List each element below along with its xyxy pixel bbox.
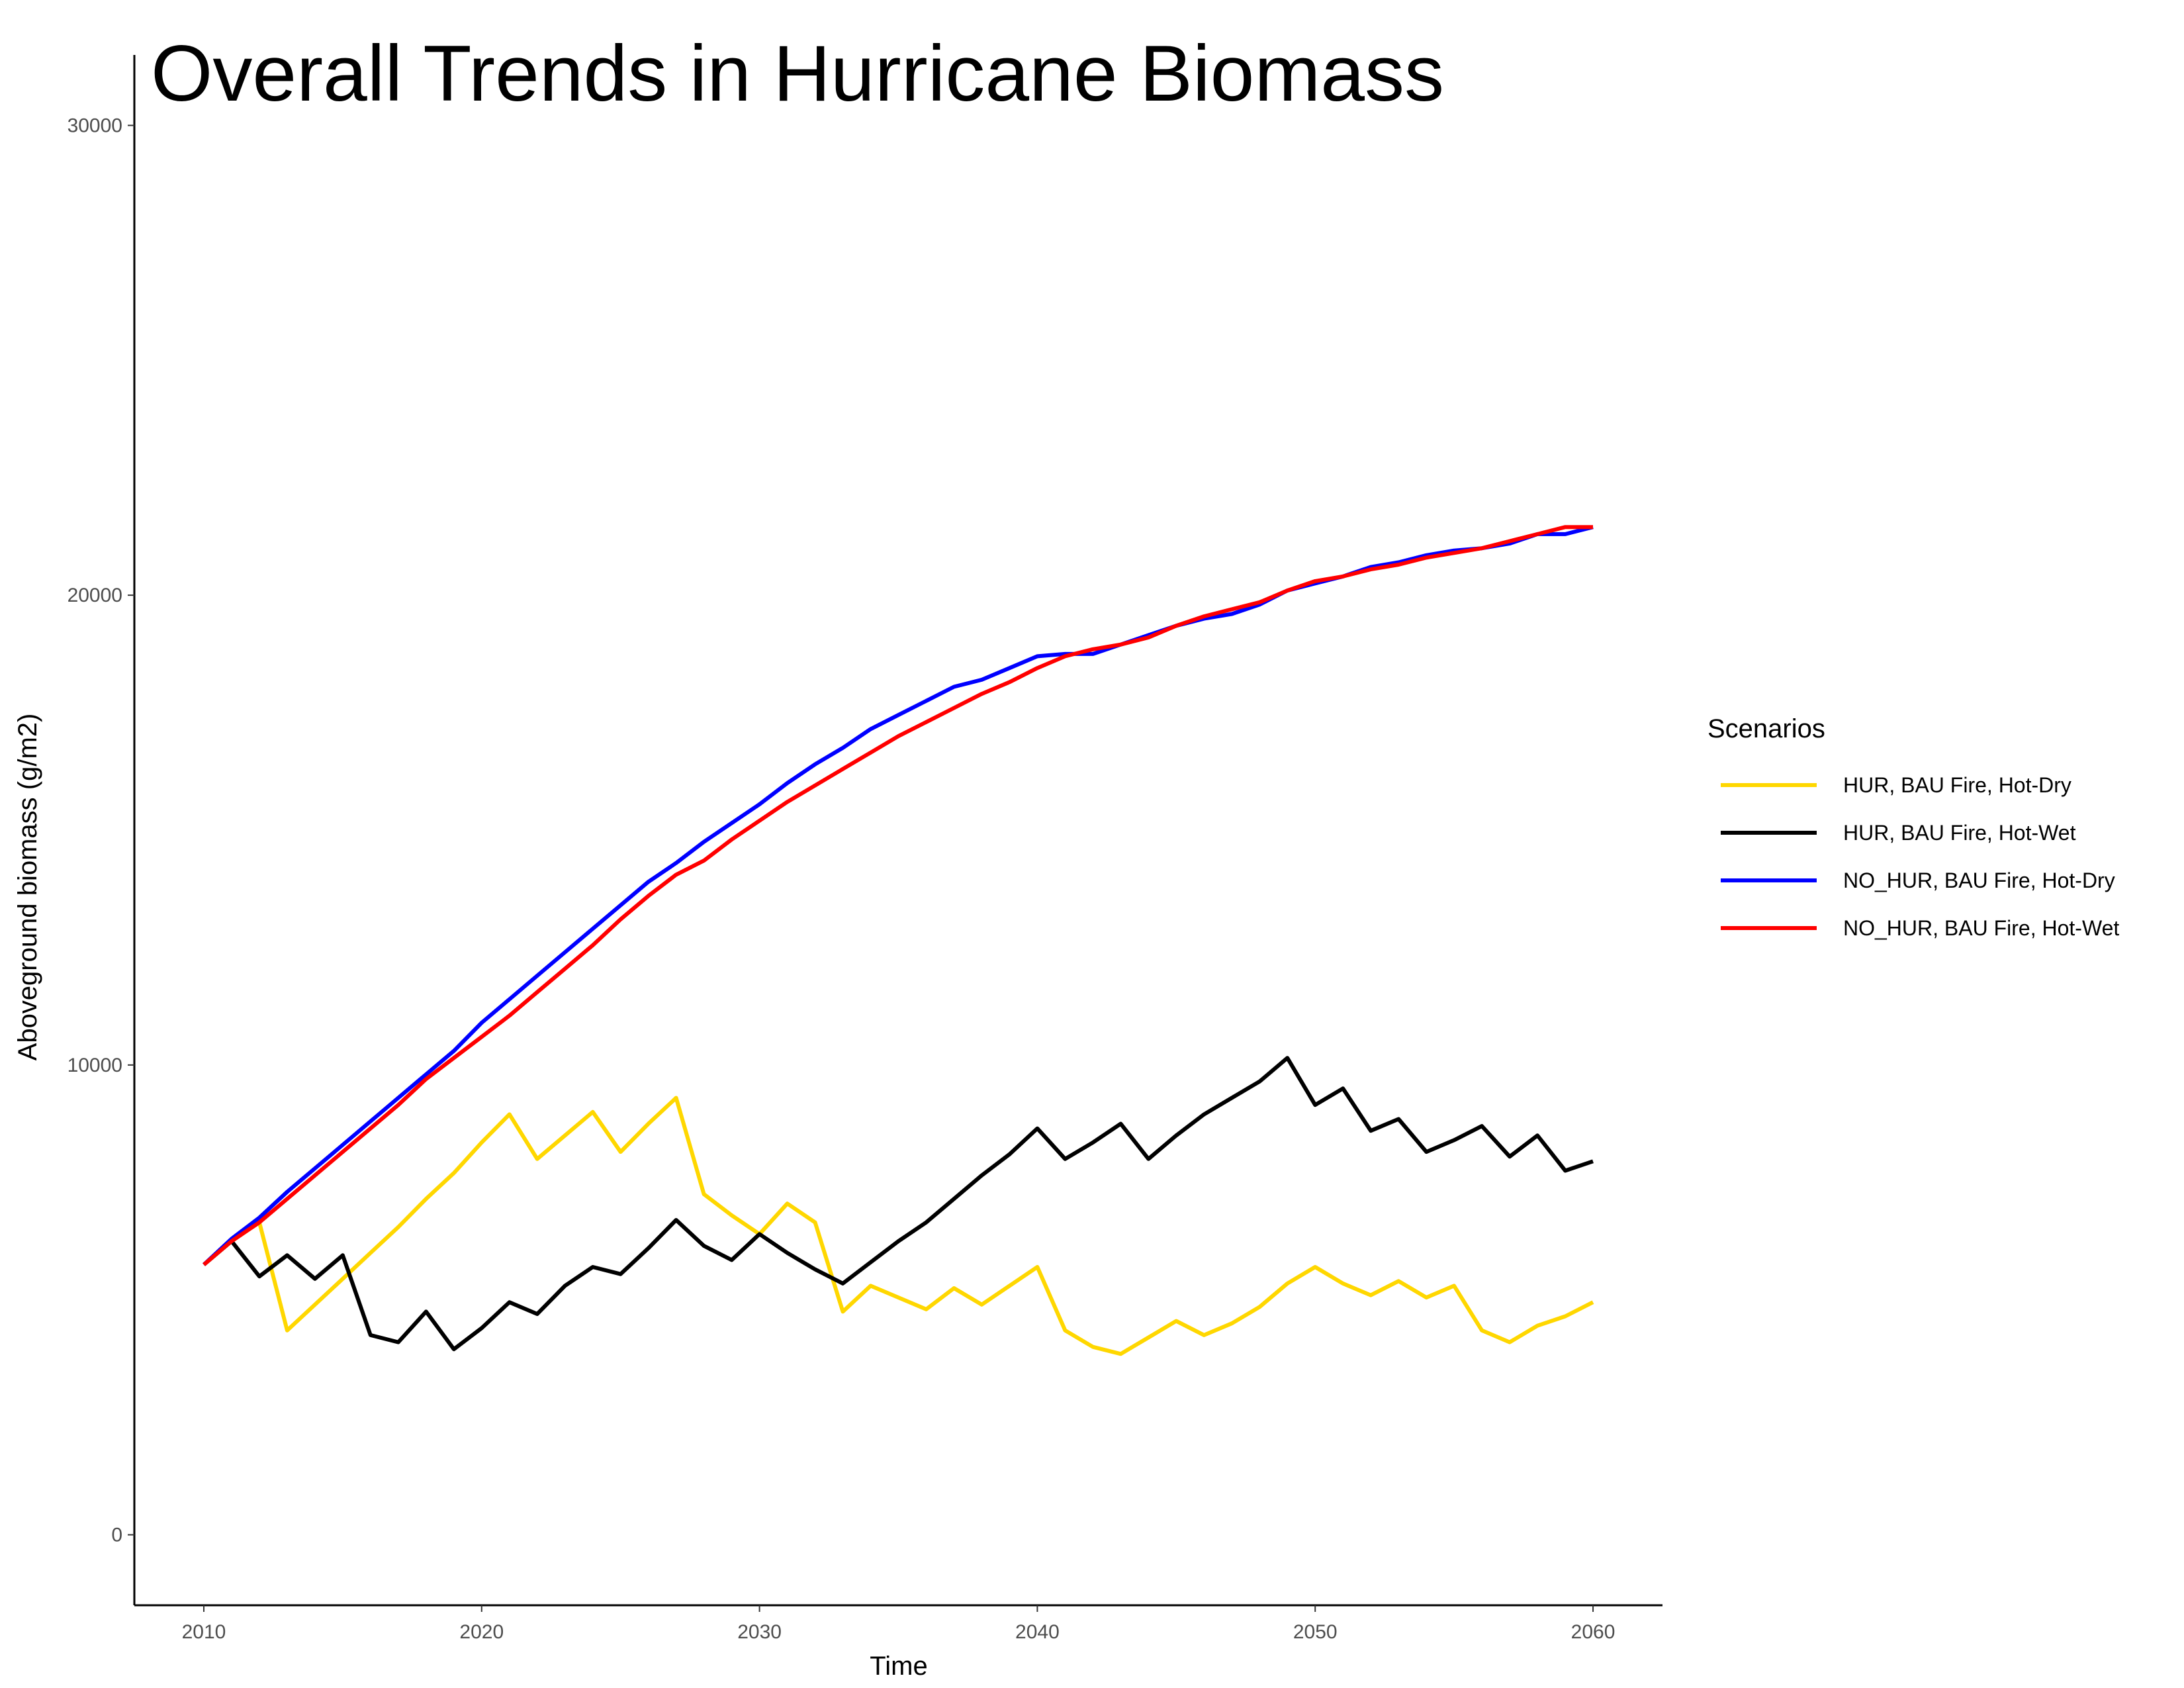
x-tick-label: 2060 <box>1571 1621 1615 1643</box>
series-line-3 <box>202 525 1594 1266</box>
x-tick-label: 2010 <box>182 1621 226 1643</box>
series-line-2 <box>203 1056 1594 1352</box>
y-ticks: 0 10000 20000 30000 <box>68 115 134 1546</box>
legend-label-2: HUR, BAU Fire, Hot-Wet <box>1843 821 2076 845</box>
y-tick-label: 0 <box>111 1524 122 1546</box>
legend-label-4: NO_HUR, BAU Fire, Hot-Wet <box>1843 916 2119 940</box>
y-tick-label: 30000 <box>68 115 122 136</box>
y-axis-title: Aboveground biomass (g/m2) <box>13 714 42 1061</box>
x-tick-label: 2050 <box>1293 1621 1338 1643</box>
x-tick-label: 2030 <box>737 1621 782 1643</box>
series-line-4 <box>203 525 1593 1266</box>
plot-area <box>202 525 1594 1356</box>
x-axis-title: Time <box>870 1652 927 1681</box>
chart-title: Overall Trends in Hurricane Biomass <box>151 29 1444 118</box>
legend: Scenarios HUR, BAU Fire, Hot-Dry HUR, BAU… <box>1707 714 2119 940</box>
series-line-1 <box>203 1096 1594 1356</box>
legend-label-1: HUR, BAU Fire, Hot-Dry <box>1843 773 2071 797</box>
y-tick-label: 20000 <box>68 585 122 606</box>
x-ticks: 2010 2020 2030 2040 2050 2060 <box>182 1605 1615 1643</box>
x-tick-label: 2020 <box>459 1621 504 1643</box>
legend-label-3: NO_HUR, BAU Fire, Hot-Dry <box>1843 868 2115 892</box>
legend-title: Scenarios <box>1707 714 1825 743</box>
x-tick-label: 2040 <box>1015 1621 1060 1643</box>
y-tick-label: 10000 <box>68 1055 122 1076</box>
